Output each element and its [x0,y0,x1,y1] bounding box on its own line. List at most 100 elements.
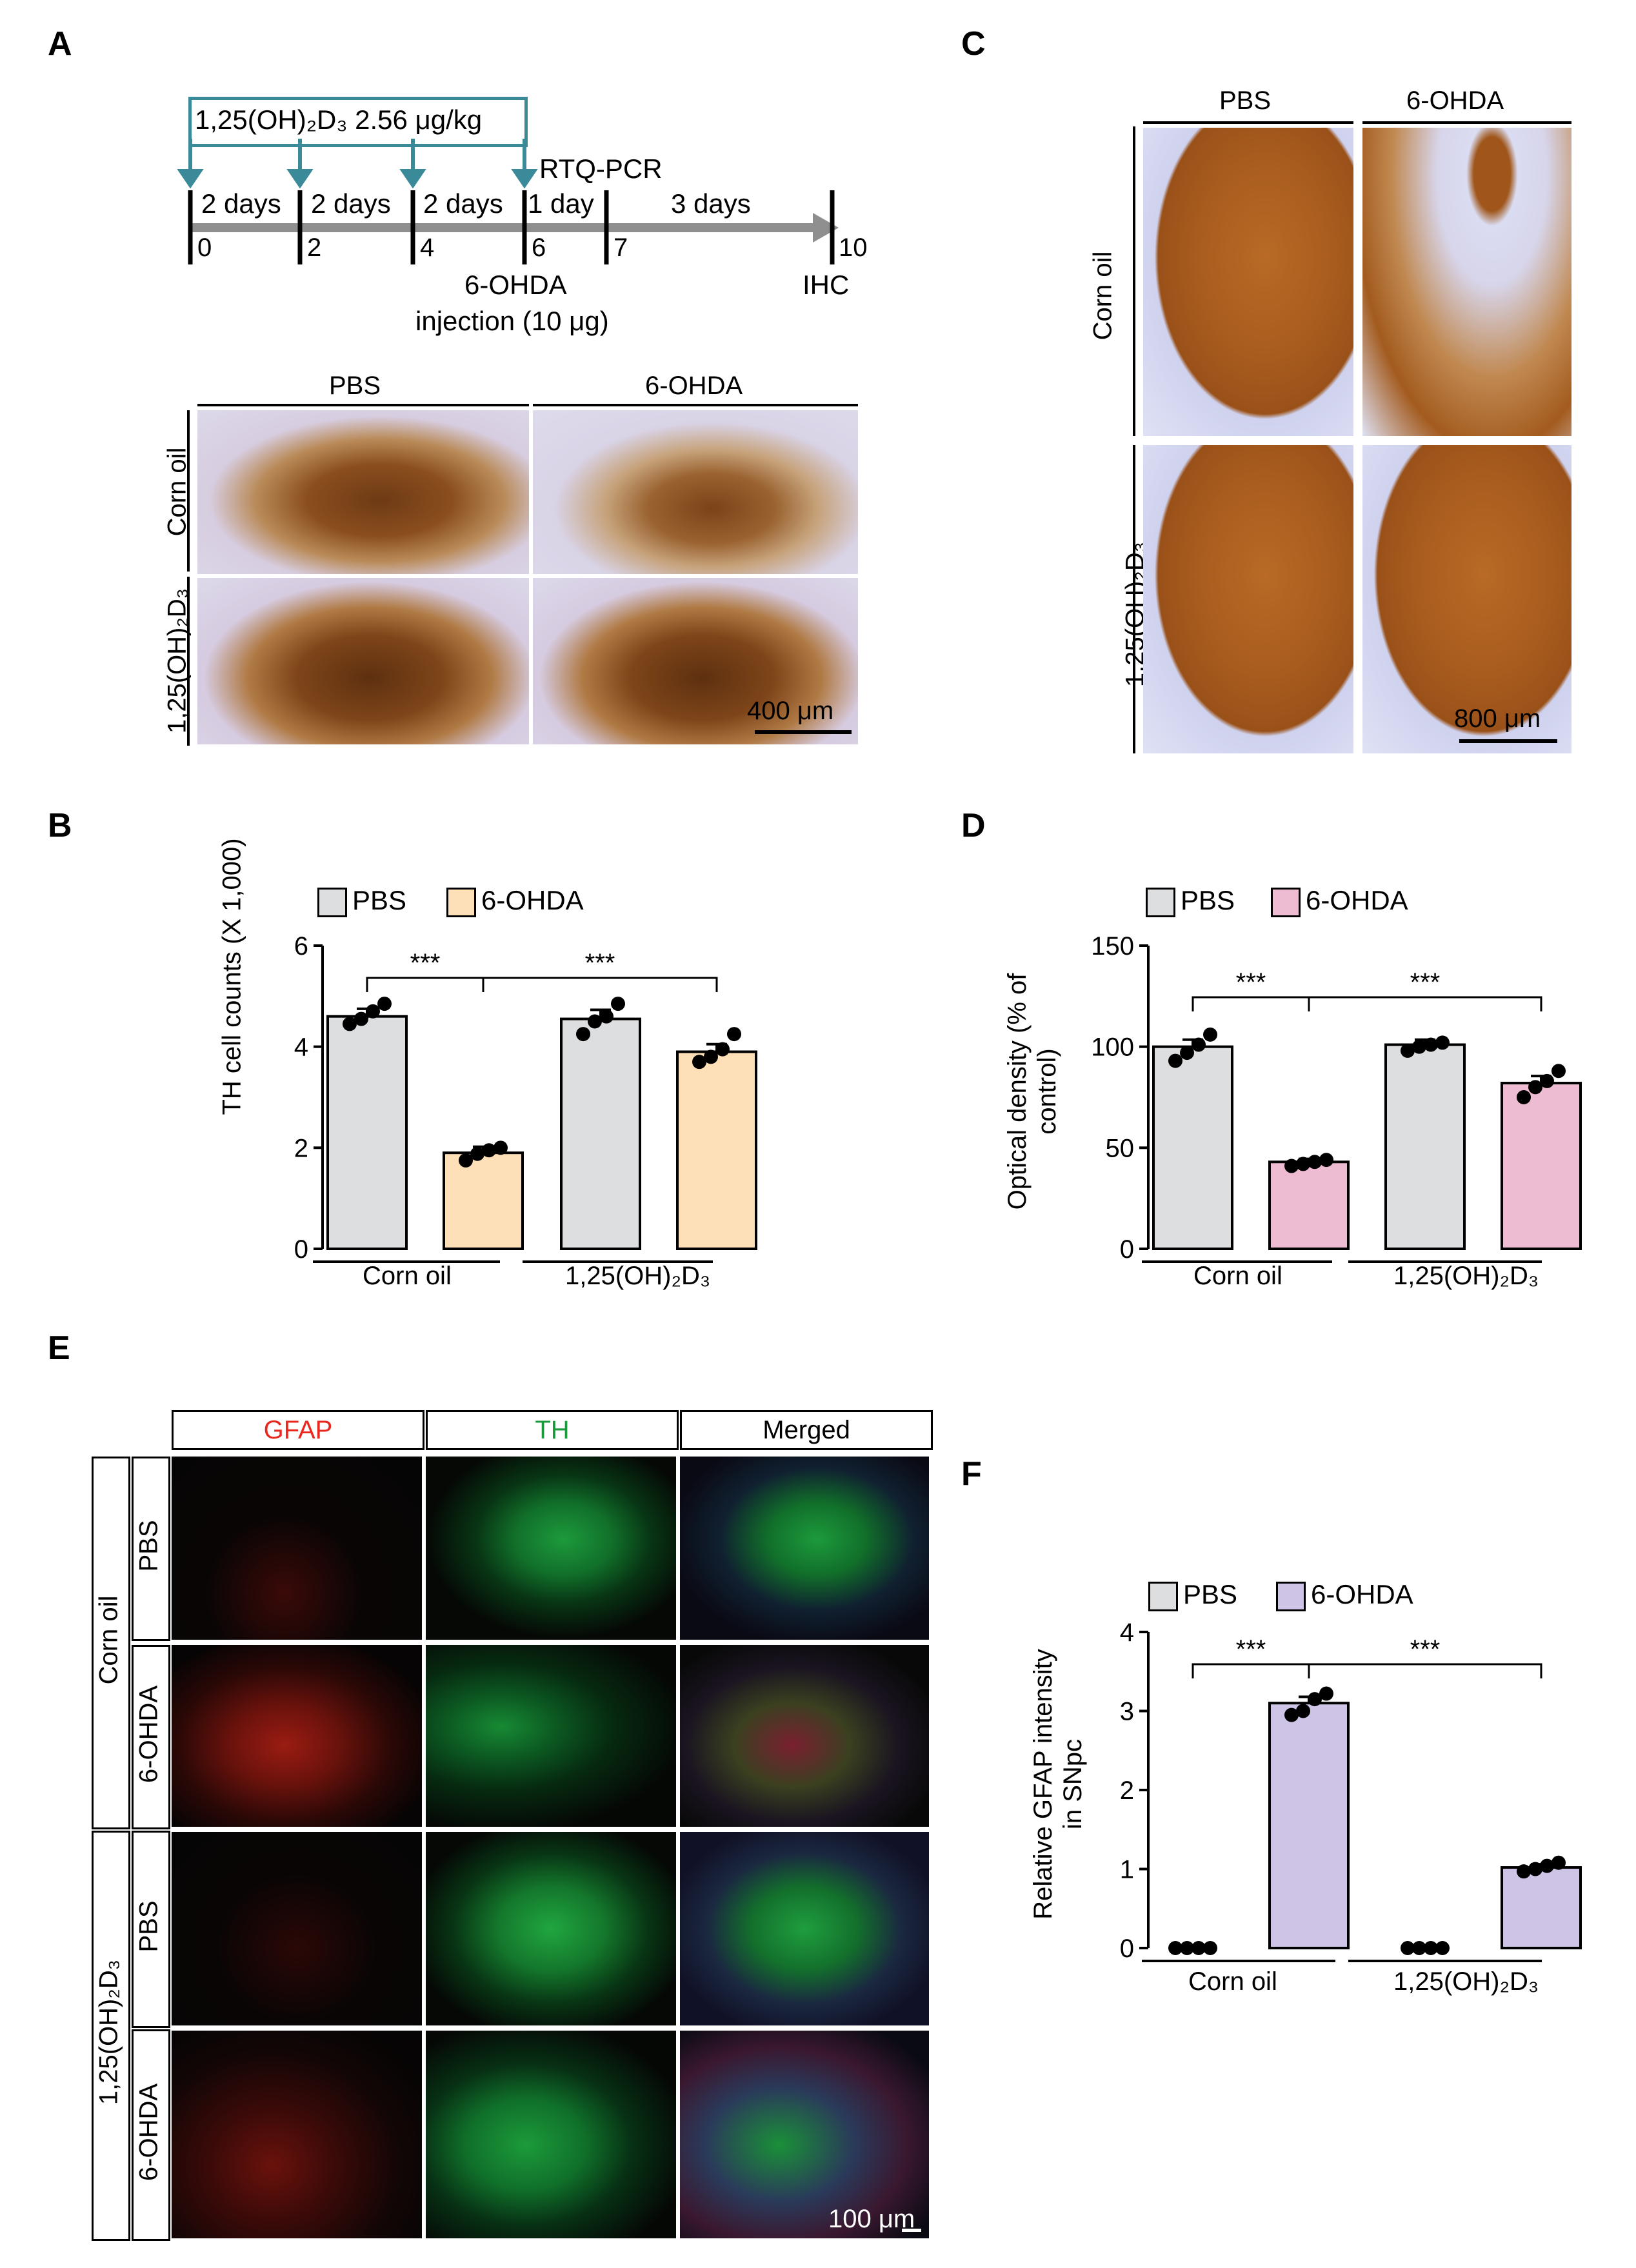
ihc-label: IHC [803,270,850,300]
chart-f: PBS 6-OHDA Relative GFAP intensity in SN… [987,1567,1606,2006]
col-label-6ohda: 6-OHDA [645,372,743,400]
data-point [1296,1157,1310,1171]
day-0: 0 [197,234,212,262]
group-label-vitd: 1,25(OH)₂D₃ [94,1959,123,2105]
row-label-vitd: 1,25(OH)₂D₃ [163,588,192,734]
legend-swatch-pbs [1148,1582,1178,1611]
data-point [343,1017,357,1031]
data-point [611,997,625,1011]
timeline-arrows [177,139,839,264]
scale-label: 400 μm [747,697,834,725]
day-2: 2 [307,234,322,262]
data-point [1551,1064,1566,1079]
data-point [366,1004,380,1019]
data-point [470,1146,484,1161]
legend-label-6ohda: 6-OHDA [1306,885,1408,915]
bar [1501,1866,1582,1949]
row-rule [187,410,190,572]
ihc-image [197,410,529,574]
data-point [1517,1090,1531,1104]
data-point [1203,1027,1217,1042]
legend-swatch-pbs [317,888,347,917]
data-point [1319,1686,1333,1701]
day-7: 7 [614,234,628,262]
data-point [1168,1941,1182,1955]
row-label-pbs: PBS [134,1520,163,1572]
y-tick-label: 100 [1091,1033,1134,1062]
scale-bar [755,730,852,734]
interval-2: 2 days [311,188,391,219]
data-point [1412,1039,1426,1054]
data-point [1540,1073,1554,1088]
striatum-image [1143,445,1353,753]
legend-label-pbs: PBS [1181,885,1235,915]
fluor-image-gfap [172,1457,422,1640]
interval-3: 2 days [423,188,503,219]
data-point [1517,1864,1531,1879]
data-point [1401,1941,1415,1955]
x-group-label: 1,25(OH)₂D₃ [565,1262,711,1290]
data-point [1192,1941,1206,1955]
bar [560,1017,641,1250]
y-tick-label: 1 [1120,1856,1134,1884]
sig-label: *** [585,949,615,977]
fluor-image-gfap [172,1832,422,2025]
data-point [1168,1053,1182,1068]
panel-label-f: F [961,1455,982,1493]
y-tick-label: 4 [1120,1618,1134,1647]
data-point [1203,1941,1217,1955]
x-group-label: Corn oil [1193,1262,1282,1290]
col-header-merged: Merged [680,1410,933,1450]
x-group-label: Corn oil [363,1262,452,1290]
fluor-image-merged [680,1645,929,1827]
data-point [1180,1941,1194,1955]
group-box-vitd [92,1831,130,2241]
row-box [132,1645,170,1829]
sig-bracket [1192,996,1310,1011]
chart-b: PBS 6-OHDA TH cell counts (X 1,000) Corn… [218,838,800,1313]
day-6: 6 [532,234,546,262]
interval-1: 2 days [201,188,281,219]
data-point [599,1009,614,1024]
row-rule [187,577,190,746]
bar [326,1015,408,1251]
data-point [1192,1037,1206,1052]
ihc-image [533,410,858,574]
data-point [704,1049,718,1064]
chart-svg: 0 1 2 3 4 *** *** [1120,1618,1582,1963]
y-tick-label: 0 [294,1235,308,1264]
data-point [1551,1855,1566,1870]
fluor-image-merged [680,1457,929,1640]
data-point [588,1014,602,1029]
lesion-label: 6-OHDA [464,270,567,300]
striatum-image [1143,128,1353,436]
data-point [1412,1941,1426,1955]
data-point [1180,1046,1194,1060]
interval-5: 3 days [671,188,751,219]
sig-bracket [1192,1663,1310,1678]
data-point [1284,1159,1299,1173]
bar [676,1050,757,1250]
panel-label-e: E [48,1329,70,1367]
fluor-image-merged [680,1832,929,2025]
fluor-image-th [426,2031,676,2238]
col-header-gfap: GFAP [172,1410,424,1450]
row-label-corn-oil: Corn oil [1088,251,1117,341]
panel-label-d: D [961,807,986,844]
group-box-corn-oil [92,1457,130,1829]
data-point [715,1042,730,1057]
data-point [692,1055,706,1069]
legend-label-6ohda: 6-OHDA [1311,1579,1413,1609]
legend-label-pbs: PBS [352,885,407,915]
bar [443,1151,524,1250]
striatum-image [1362,128,1571,436]
col-rule [1362,121,1571,124]
legend-swatch-6ohda [1271,888,1301,917]
sig-label: *** [1236,968,1266,997]
bar [1152,1045,1233,1250]
legend-label-pbs: PBS [1183,1579,1238,1609]
fluor-image-th [426,1457,676,1640]
data-point [1424,1037,1438,1052]
row-label-6ohda: 6-OHDA [134,1685,163,1784]
row-label-pbs: PBS [134,1900,163,1953]
